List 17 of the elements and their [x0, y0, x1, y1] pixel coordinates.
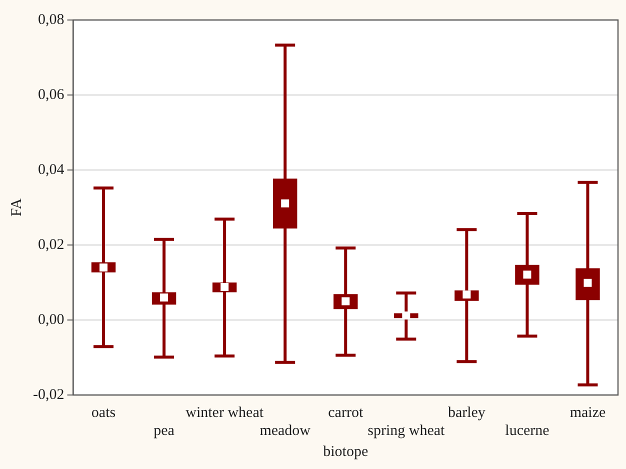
y-tick-label: 0,00 — [38, 312, 64, 328]
y-axis-title: FA — [8, 198, 25, 217]
x-tick-label: spring wheat — [368, 422, 446, 439]
x-tick-label: maize — [570, 404, 606, 421]
y-tick-label: 0,06 — [38, 86, 65, 103]
y-tick-label: -0,02 — [32, 386, 64, 403]
x-tick-label: carrot — [328, 404, 364, 421]
x-tick-label: meadow — [260, 422, 311, 439]
x-tick-label: winter wheat — [186, 404, 264, 421]
x-tick-label: pea — [154, 422, 175, 439]
x-axis-title: biotope — [323, 444, 368, 460]
y-tick-label: 0,04 — [38, 162, 65, 178]
y-tick-label: 0,08 — [38, 12, 64, 28]
x-tick-label: lucerne — [505, 422, 550, 439]
x-tick-label: barley — [448, 404, 486, 421]
y-tick-label: 0,02 — [38, 236, 64, 253]
x-tick-label: oats — [91, 404, 116, 421]
